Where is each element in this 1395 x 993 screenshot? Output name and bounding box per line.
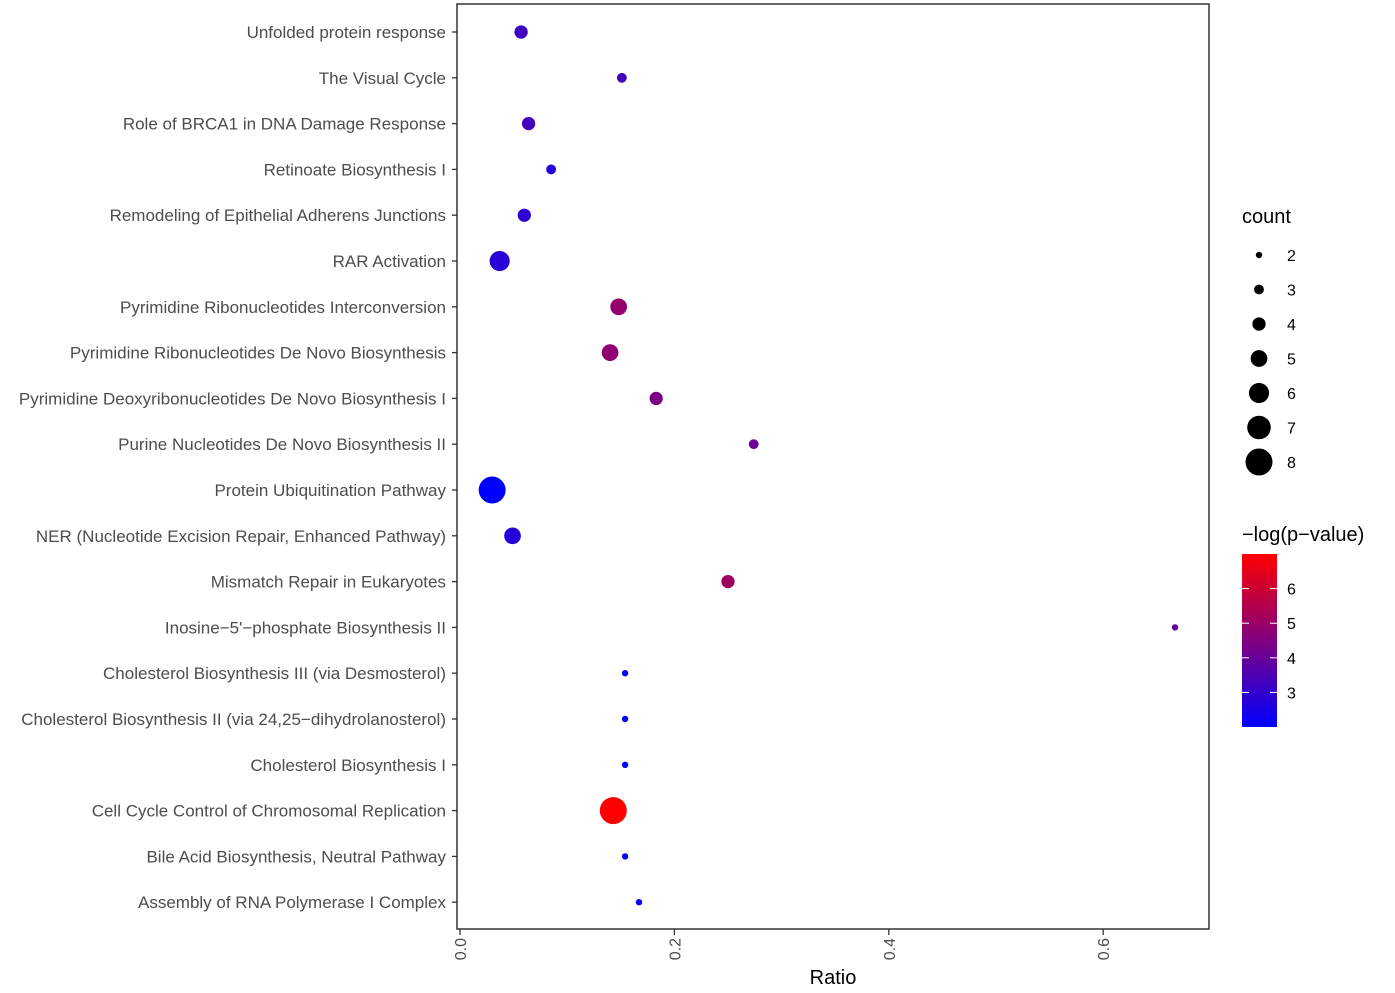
size-legend-label: 7 <box>1287 421 1296 438</box>
size-legend-label: 2 <box>1287 248 1296 265</box>
x-tick-label: 0.6 <box>1096 938 1113 960</box>
size-legend-key <box>1255 251 1263 259</box>
y-tick-label: Cholesterol Biosynthesis II (via 24,25−d… <box>21 710 446 729</box>
size-legend-key <box>1252 317 1266 331</box>
data-point <box>504 527 521 545</box>
data-point <box>478 476 506 504</box>
y-axis: Unfolded protein response The Visual Cycl… <box>19 23 457 912</box>
y-tick-label: Pyrimidine Ribonucleotides Interconversi… <box>120 298 446 317</box>
x-tick-label: 0.2 <box>667 938 684 960</box>
data-point <box>514 25 528 39</box>
size-legend-key <box>1247 415 1271 440</box>
y-tick-label: Protein Ubiquitination Pathway <box>214 481 446 500</box>
y-tick-label: Cell Cycle Control of Chromosomal Replic… <box>92 802 446 821</box>
data-point <box>616 72 627 83</box>
data-point <box>546 164 557 175</box>
data-point <box>748 439 759 450</box>
size-legend-key <box>1250 350 1268 367</box>
data-point <box>635 899 643 906</box>
data-points <box>478 25 1179 906</box>
y-tick-label: Remodeling of Epithelial Adherens Juncti… <box>110 206 446 225</box>
y-tick-label: The Visual Cycle <box>319 69 446 88</box>
data-point <box>621 761 629 768</box>
data-point <box>610 298 628 316</box>
color-legend-label: 6 <box>1287 582 1296 599</box>
x-tick-label: 0.0 <box>453 938 470 960</box>
size-legend-title: count <box>1242 206 1291 228</box>
x-axis-title: Ratio <box>810 967 857 988</box>
y-tick-label: Pyrimidine Deoxyribonucleotides De Novo … <box>19 389 446 408</box>
size-legend-label: 8 <box>1287 455 1296 472</box>
y-tick-label: NER (Nucleotide Excision Repair, Enhance… <box>36 527 446 546</box>
x-tick-label: 0.4 <box>882 938 899 960</box>
data-point <box>721 574 735 589</box>
data-point <box>1171 624 1179 631</box>
size-legend: count 2 3 4 5 6 7 8 <box>1242 206 1296 476</box>
size-legend-key <box>1254 284 1264 295</box>
y-tick-label: Role of BRCA1 in DNA Damage Response <box>123 115 446 134</box>
data-point <box>521 116 536 131</box>
y-tick-label: Unfolded protein response <box>247 23 446 42</box>
y-tick-label: Cholesterol Biosynthesis I <box>250 756 446 775</box>
x-axis: 0.0 0.2 0.4 0.6 <box>453 929 1113 960</box>
size-legend-label: 3 <box>1287 283 1296 300</box>
color-legend: −log(p−value) 3 4 5 6 <box>1242 524 1364 727</box>
y-tick-label: Purine Nucleotides De Novo Biosynthesis … <box>118 435 446 454</box>
color-legend-label: 3 <box>1287 685 1296 702</box>
y-tick-label: Mismatch Repair in Eukaryotes <box>211 573 446 592</box>
data-point <box>601 344 619 361</box>
y-tick-label: Retinoate Biosynthesis I <box>264 160 446 179</box>
color-legend-label: 4 <box>1287 651 1296 668</box>
color-legend-label: 5 <box>1287 616 1296 633</box>
panel-border <box>456 3 1210 930</box>
data-point <box>599 797 627 825</box>
data-point <box>621 715 629 723</box>
y-tick-label: Bile Acid Biosynthesis, Neutral Pathway <box>146 847 446 866</box>
data-point <box>649 391 663 406</box>
size-legend-key <box>1248 382 1270 404</box>
size-legend-label: 6 <box>1287 386 1296 403</box>
y-tick-label: RAR Activation <box>333 252 446 271</box>
data-point <box>489 250 510 272</box>
size-legend-key <box>1245 448 1273 476</box>
y-tick-label: Pyrimidine Ribonucleotides De Novo Biosy… <box>70 344 446 363</box>
size-legend-label: 5 <box>1287 352 1296 369</box>
y-tick-label: Assembly of RNA Polymerase I Complex <box>138 893 446 912</box>
color-legend-bar <box>1242 554 1277 727</box>
y-tick-label: Inosine−5'−phosphate Biosynthesis II <box>165 618 446 637</box>
data-point <box>621 853 629 860</box>
data-point <box>517 208 531 222</box>
y-tick-label: Cholesterol Biosynthesis III (via Desmos… <box>103 664 446 683</box>
color-legend-title: −log(p−value) <box>1242 524 1364 546</box>
data-point <box>621 670 629 677</box>
size-legend-label: 4 <box>1287 317 1296 334</box>
